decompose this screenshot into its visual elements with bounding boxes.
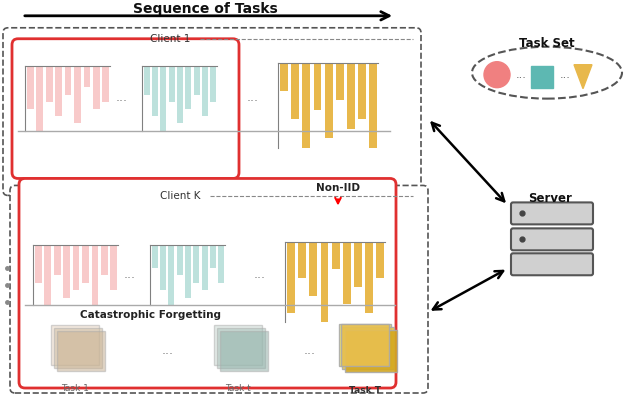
FancyBboxPatch shape — [220, 331, 268, 371]
Text: ...: ... — [247, 91, 259, 104]
FancyBboxPatch shape — [345, 330, 397, 372]
Text: ...: ... — [304, 344, 316, 356]
Bar — [343, 242, 351, 305]
Bar — [160, 66, 166, 131]
Bar — [74, 66, 81, 124]
Bar — [177, 66, 183, 124]
Bar — [46, 66, 52, 102]
Bar — [341, 324, 389, 366]
Bar — [210, 66, 217, 102]
FancyBboxPatch shape — [511, 202, 593, 225]
Bar — [303, 63, 310, 148]
Bar — [36, 66, 43, 131]
Polygon shape — [574, 65, 592, 89]
FancyBboxPatch shape — [214, 325, 262, 365]
Bar — [65, 66, 71, 95]
Bar — [55, 66, 62, 116]
Text: ...: ... — [124, 268, 136, 281]
Bar — [332, 242, 339, 269]
Text: Server: Server — [528, 192, 572, 205]
Bar — [218, 245, 224, 283]
Bar — [298, 242, 306, 278]
FancyBboxPatch shape — [51, 325, 99, 365]
Bar — [152, 66, 158, 116]
Bar — [280, 63, 288, 91]
Text: ...: ... — [254, 268, 266, 281]
Circle shape — [484, 62, 510, 88]
Bar — [35, 245, 42, 283]
Bar — [160, 245, 166, 290]
Bar — [110, 245, 117, 290]
Bar — [324, 63, 333, 138]
Text: Non-IID: Non-IID — [316, 183, 360, 193]
Bar — [54, 245, 61, 275]
Bar — [168, 245, 174, 305]
Text: Task t: Task t — [225, 383, 251, 392]
Text: Catastrophic Forgetting: Catastrophic Forgetting — [79, 310, 220, 320]
Bar — [347, 63, 355, 129]
Bar — [92, 245, 99, 305]
Text: Task 1: Task 1 — [61, 383, 89, 392]
Bar — [27, 66, 34, 109]
Bar — [376, 242, 384, 278]
Bar — [365, 242, 373, 313]
Bar — [321, 242, 328, 322]
FancyBboxPatch shape — [10, 185, 428, 393]
Text: Sequence of Tasks: Sequence of Tasks — [133, 2, 278, 16]
Bar — [168, 66, 175, 102]
FancyBboxPatch shape — [3, 28, 421, 196]
FancyBboxPatch shape — [19, 179, 396, 388]
FancyBboxPatch shape — [339, 324, 391, 366]
Text: ...: ... — [515, 70, 527, 80]
Bar — [84, 66, 90, 88]
FancyBboxPatch shape — [217, 328, 265, 368]
Bar — [291, 63, 300, 119]
Text: Task T: Task T — [349, 386, 381, 394]
Bar — [354, 242, 362, 287]
Text: ...: ... — [560, 70, 570, 80]
Bar — [336, 63, 344, 101]
Bar — [185, 66, 192, 109]
Bar — [144, 66, 150, 95]
FancyBboxPatch shape — [54, 328, 102, 368]
Bar — [152, 245, 158, 268]
FancyBboxPatch shape — [511, 253, 593, 275]
Bar — [185, 245, 191, 298]
FancyBboxPatch shape — [57, 331, 105, 371]
Bar — [313, 63, 321, 110]
Bar — [310, 242, 318, 295]
Bar — [358, 63, 366, 119]
Ellipse shape — [472, 47, 622, 99]
Bar — [287, 242, 295, 313]
Bar — [102, 66, 109, 102]
Bar — [531, 66, 553, 88]
Bar — [63, 245, 70, 298]
Bar — [177, 245, 183, 275]
Text: Client K: Client K — [160, 191, 200, 202]
Bar — [44, 245, 51, 305]
Bar — [202, 66, 208, 116]
Text: ...: ... — [162, 344, 174, 356]
Bar — [72, 245, 79, 290]
Text: ...: ... — [116, 91, 128, 104]
Bar — [202, 245, 208, 290]
FancyBboxPatch shape — [342, 327, 394, 369]
Bar — [93, 66, 100, 109]
Bar — [369, 63, 377, 148]
Text: Client 1: Client 1 — [150, 34, 190, 44]
Text: Task Set: Task Set — [519, 37, 575, 50]
Bar — [82, 245, 89, 283]
FancyBboxPatch shape — [12, 39, 239, 179]
Bar — [210, 245, 216, 268]
Bar — [193, 245, 199, 283]
Bar — [193, 66, 200, 95]
Bar — [101, 245, 108, 275]
FancyBboxPatch shape — [511, 228, 593, 250]
